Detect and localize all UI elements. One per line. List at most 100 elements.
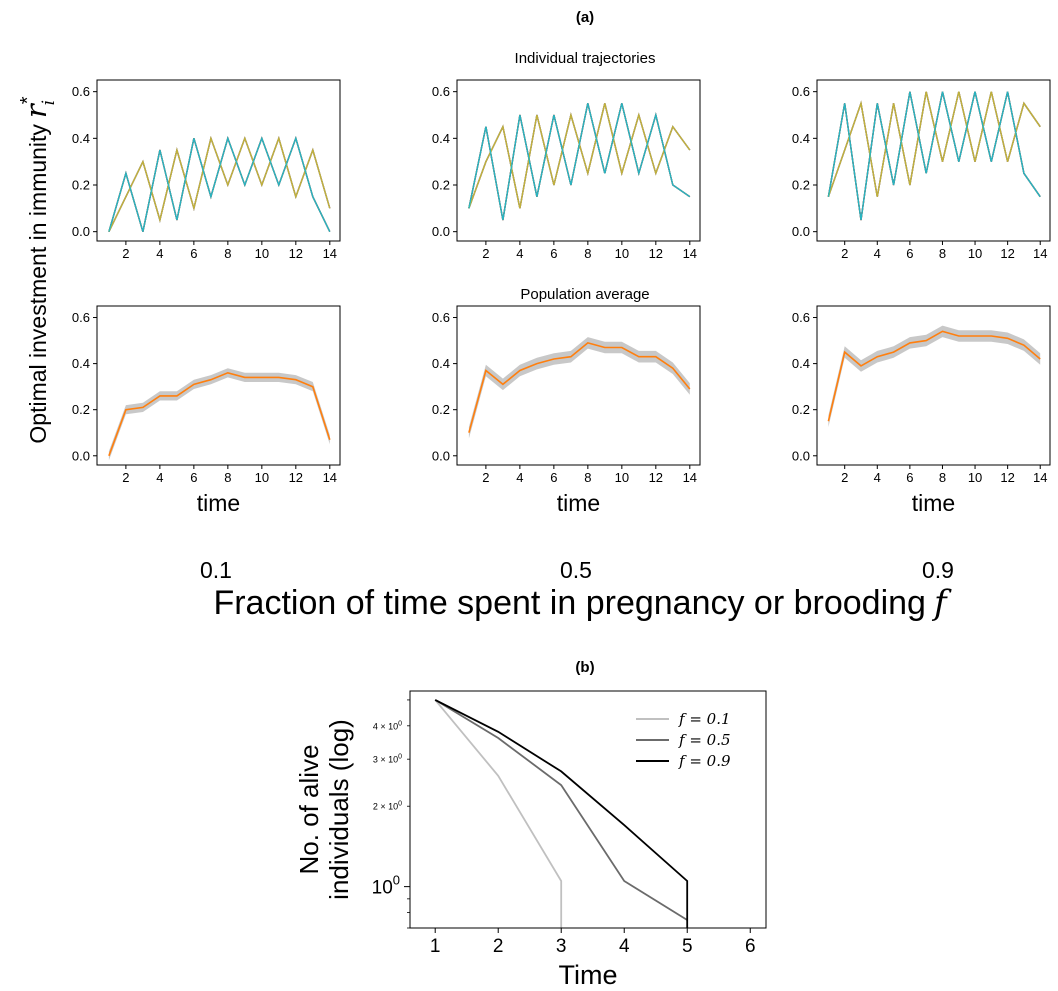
shared-xlabel: Fraction of time spent in pregnancy or b…: [213, 583, 952, 623]
x-tick-label: 1: [430, 936, 441, 957]
shared-ylabel-symbol: r: [19, 102, 53, 118]
y-tick-label: 0.0: [792, 448, 810, 463]
y-tick-label: 0.6: [432, 310, 450, 325]
y-tick-label: 0.6: [792, 310, 810, 325]
x-tick-label: 12: [1000, 470, 1014, 485]
confidence-band: [468, 337, 690, 439]
subplot-average-0.1: 2 4 6 8 10 12 14 0.0 0.2 0.4 0.6 time: [72, 305, 341, 516]
axes-frame: [456, 305, 701, 466]
tick-exponent: 0: [398, 720, 402, 727]
x-tick-label: 12: [289, 470, 303, 485]
shared-xlabel-symbol: f: [931, 583, 952, 623]
trajectory-line: [827, 91, 1041, 221]
x-tick-label: 14: [683, 470, 697, 485]
y-tick-label: 0.4: [72, 131, 90, 146]
axes-frame: [816, 305, 1051, 466]
row1-title: Individual trajectories: [515, 50, 656, 67]
x-tick-label: 2: [493, 936, 504, 957]
x-tick-label: 2: [122, 246, 129, 261]
row2-title: Population average: [520, 286, 649, 303]
tick-base: 4 × 10: [373, 721, 398, 731]
y-tick-label: 0.6: [72, 84, 90, 99]
panel-a-label: (a): [576, 9, 594, 26]
y-tick-label: 0.0: [432, 224, 450, 239]
x-tick-label: 2: [122, 470, 129, 485]
tick-base: 3 × 10: [373, 755, 398, 765]
x-tick-label: 8: [224, 470, 231, 485]
x-tick-label: 14: [323, 470, 337, 485]
trajectory-line: [108, 135, 331, 233]
x-tick-label: 10: [968, 246, 982, 261]
trajectory-line: [108, 136, 331, 233]
trajectory-line: [108, 135, 331, 233]
x-tick-label: 6: [550, 470, 557, 485]
tick-exponent: 0: [393, 873, 400, 888]
x-tick-label: 8: [584, 246, 591, 261]
y-tick-label: 0.4: [792, 356, 810, 371]
legend: f = 0.1 f = 0.5 f = 0.9: [636, 710, 731, 770]
tick-exponent: 0: [398, 754, 402, 761]
shared-ylabel-text: Optimal investment in immunity: [25, 124, 51, 444]
y-major-tick-label: 100: [372, 873, 400, 899]
y-minor-tick-label: 2 × 100: [373, 801, 402, 812]
subplot-individual-0.1: 2 4 6 8 10 12 14 0.0 0.2 0.4 0.6: [72, 79, 341, 261]
mean-line: [827, 330, 1041, 422]
legend-label: f = 0.5: [678, 731, 731, 749]
y-tick-label: 0.0: [72, 448, 90, 463]
trajectory-line: [108, 136, 331, 233]
trajectory-line: [108, 135, 331, 233]
trajectory-line: [827, 91, 1041, 221]
x-tick-label: 4: [516, 470, 523, 485]
mean-line: [108, 371, 331, 457]
axes-frame: [96, 79, 341, 242]
y-tick-label: 0.2: [792, 402, 810, 417]
trajectory-line: [108, 136, 331, 233]
y-tick-label: 0.6: [432, 84, 450, 99]
y-minor-tick-label: 3 × 100: [373, 754, 402, 765]
panel-b-label: (b): [575, 659, 594, 676]
x-tick-label: 6: [906, 470, 913, 485]
x-tick-label: 3: [556, 936, 567, 957]
y-tick-label: 0.2: [72, 402, 90, 417]
tick-base: 2 × 10: [373, 802, 398, 812]
x-tick-label: 6: [745, 936, 756, 957]
subplot-average-0.9: 2 4 6 8 10 12 14 0.0 0.2 0.4 0.6 time: [792, 305, 1051, 516]
shared-ylabel-sub: i: [39, 100, 59, 105]
y-tick-label: 0.4: [432, 131, 450, 146]
x-tick-label: 6: [550, 246, 557, 261]
subplot-average-0.5: 2 4 6 8 10 12 14 0.0 0.2 0.4 0.6 time: [432, 305, 701, 516]
y-tick-label: 0.6: [792, 84, 810, 99]
trajectory-line: [108, 136, 331, 233]
x-tick-label: 6: [906, 246, 913, 261]
survival-line: [434, 699, 688, 921]
y-axis-label-line2: individuals (log): [324, 719, 354, 900]
x-tick-label: 12: [649, 246, 663, 261]
survival-line: [434, 699, 689, 928]
x-tick-label: 10: [968, 470, 982, 485]
x-tick-label: 12: [289, 246, 303, 261]
x-tick-label: 14: [1033, 246, 1047, 261]
trajectory-line: [827, 91, 1041, 221]
y-tick-label: 0.4: [792, 131, 810, 146]
x-tick-label: 4: [619, 936, 630, 957]
axes-frame: [456, 79, 701, 242]
mean-line: [468, 342, 691, 433]
column-value-2: 0.5: [560, 557, 592, 583]
axes-frame: [816, 79, 1051, 242]
y-minor-tick-label: 4 × 100: [373, 720, 402, 731]
x-tick-label: 14: [1033, 470, 1047, 485]
x-tick-label: 4: [874, 246, 881, 261]
subplot-individual-0.5: 2 4 6 8 10 12 14 0.0 0.2 0.4 0.6: [432, 79, 701, 261]
x-tick-label: 12: [1000, 246, 1014, 261]
x-tick-label: 14: [683, 246, 697, 261]
y-tick-label: 0.0: [72, 224, 90, 239]
x-tick-label: 8: [939, 470, 946, 485]
x-tick-label: 10: [255, 246, 269, 261]
x-tick-label: 5: [682, 936, 693, 957]
column-value-1: 0.1: [200, 557, 232, 583]
y-tick-label: 0.2: [432, 178, 450, 193]
axes-frame: [96, 305, 341, 466]
column-value-3: 0.9: [922, 557, 954, 583]
x-tick-label: 10: [615, 470, 629, 485]
